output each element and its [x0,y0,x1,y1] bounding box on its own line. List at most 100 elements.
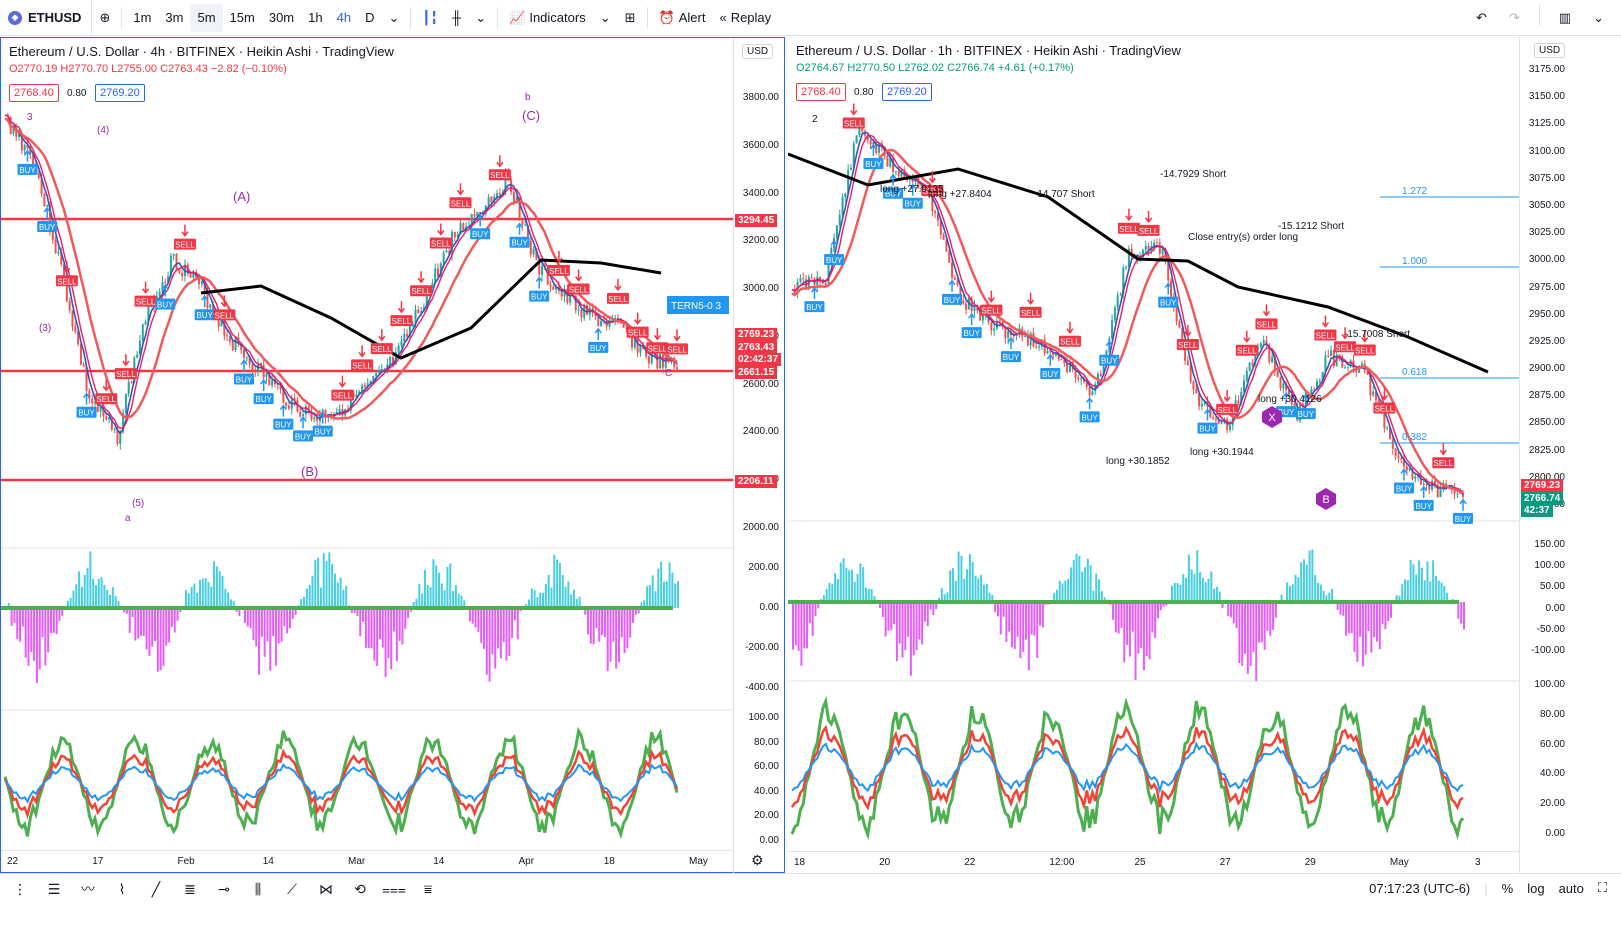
candle-body [242,349,245,358]
indicators-button[interactable]: 📈 Indicators [509,9,586,26]
interval-5m[interactable]: 5m [190,3,223,32]
candle-body [608,320,611,327]
left-currency-button[interactable]: USD [742,44,774,59]
fullscreen-icon[interactable]: ⛶ [1597,880,1607,895]
histogram-bar [550,587,553,608]
interval-30m[interactable]: 30m [268,10,295,25]
histogram-bar [1140,602,1143,648]
candle-body [659,353,662,369]
sell-marker: SELL [390,301,413,327]
histogram-bar [887,602,890,631]
sell-marker: SELL [646,328,669,354]
histogram-bar [575,599,578,608]
candle-body [496,193,499,197]
chart-pane-left[interactable]: BUY BUY SELL BUY SELL SELL SELL BUY SELL BUY SELL B… [0,37,785,874]
log-toggle[interactable]: log [1527,880,1545,896]
histogram-bar [657,568,660,608]
compare-add-icon[interactable]: ⊕ [99,9,111,25]
interval-d[interactable]: D [365,10,375,25]
fib-retracement-icon[interactable]: ⩶ [382,880,406,897]
candle-body [484,205,487,212]
left-settings-gear-icon[interactable]: ⚙ [751,852,764,868]
chart-type-chevron-icon[interactable]: ⌄ [475,9,487,25]
parallel-channel-icon[interactable]: ≣ [184,880,196,897]
candle-body [863,131,866,136]
histogram-bar [494,608,497,669]
layout-chevron-icon[interactable]: ⌄ [1593,10,1604,25]
histogram-bar [1294,574,1297,602]
horizontal-lines-icon[interactable]: ☰ [47,880,61,897]
trend-line-icon[interactable]: ╱ [151,880,161,897]
percent-toggle[interactable]: % [1501,880,1514,896]
left-bid-badge[interactable]: 2768.40 [9,84,59,102]
candle-body [529,240,532,255]
indicators-chevron-icon[interactable]: ⌄ [599,9,611,25]
candle-body [453,232,456,238]
candle-body [563,289,566,297]
right-osc1-tick-label: 100.00 [1534,560,1565,572]
undo-icon[interactable]: ↶ [1475,10,1487,25]
candle-body [1164,248,1167,260]
elliott-wave-icon[interactable]: ⌇ [118,880,126,897]
right-time-axis[interactable]: 18 20 22 12:00 25 27 29 May 3 [788,851,1519,873]
left-time-axis[interactable]: 22 17 Feb 14 Mar 14 Apr 18 May [1,850,733,872]
auto-toggle[interactable]: auto [1558,880,1584,896]
right-price-axis[interactable]: USD 3175.00 3150.00 3125.00 3100.00 3075.00 3… [1519,37,1571,873]
interval-dropdown-chevron-icon[interactable]: ⌄ [388,9,400,25]
abcd-pattern-icon[interactable]: 〰 [81,881,95,897]
histogram-bar [10,608,13,626]
histogram-bar [1367,602,1370,631]
histogram-bar [674,583,677,608]
candle-body [1433,480,1436,485]
interval-1m[interactable]: 1m [133,10,152,25]
buy-label-text: BUY [157,301,174,310]
clock-time[interactable]: 07:17:23 (UTC-6) [1369,880,1471,896]
buy-label-text: BUY [1081,413,1098,422]
symbol-search[interactable]: ◆ ETHUSD [0,0,93,36]
xabcd-pattern-icon[interactable]: ⋈ [319,880,333,897]
cycle-icon[interactable]: ⟲ [354,880,366,897]
layout-grid-icon[interactable]: ⊞ [624,9,636,25]
histogram-bar [148,608,151,656]
horizontal-ray-icon[interactable]: ⊸ [218,880,230,897]
buy-arrow [1302,393,1310,407]
histogram-bar [331,564,334,608]
interval-1h[interactable]: 1h [308,10,323,25]
drag-handle-icon[interactable]: ⋮ [13,880,27,897]
alert-button[interactable]: ⏰ Alert [658,9,706,26]
redo-icon[interactable]: ↷ [1508,10,1520,25]
right-osc1-tick-label: -100.00 [1531,645,1565,656]
interval-3m[interactable]: 3m [165,10,184,25]
chart-pane-right[interactable]: BUY BUY SELL BUY BUY BUY SELL BUY BUY SELL BUY SELL… [788,37,1621,873]
left-price-axis[interactable]: USD 3800.00 3600.00 3400.00 3200.00 3000.00 2… [733,38,785,874]
replay-button[interactable]: « Replay [719,10,772,25]
histogram-bar [1260,602,1263,643]
trade-label: 2 [812,114,818,125]
histogram-bar [1182,574,1185,602]
layout-select-icon[interactable]: ▥ [1558,10,1572,25]
candle-body [138,340,141,355]
histogram-bar [454,585,457,608]
histogram-bar [1075,553,1078,602]
buy-marker: BUY [37,206,58,232]
right-ask-badge[interactable]: 2769.20 [882,83,932,101]
bars-pattern-icon[interactable]: ⫼ [254,880,262,897]
candle-body [917,177,920,189]
ray-icon[interactable]: ⟋ [287,880,297,897]
candle-body [1310,389,1313,395]
left-ask-badge[interactable]: 2769.20 [95,84,145,102]
interval-4h[interactable]: 4h [336,10,352,25]
interval-15m[interactable]: 15m [229,10,255,25]
candle-style-icon[interactable]: ╫ [452,10,462,25]
right-bid-badge[interactable]: 2768.40 [796,83,846,101]
candle-body [1290,394,1293,405]
left-osc1-tick-label: 0.00 [759,602,779,613]
right-currency-button[interactable]: USD [1534,43,1566,58]
right-chart-canvas[interactable]: BUYBUYSELLBUYBUYBUYSELLBUYBUYSELLBUYSELL… [788,37,1519,849]
histogram-bar [353,608,356,613]
regression-icon[interactable]: ⩸ [423,880,433,897]
histogram-bar [266,608,269,642]
candle-body [1259,343,1262,348]
bar-style-icon[interactable]: ┃╏ [422,9,439,25]
